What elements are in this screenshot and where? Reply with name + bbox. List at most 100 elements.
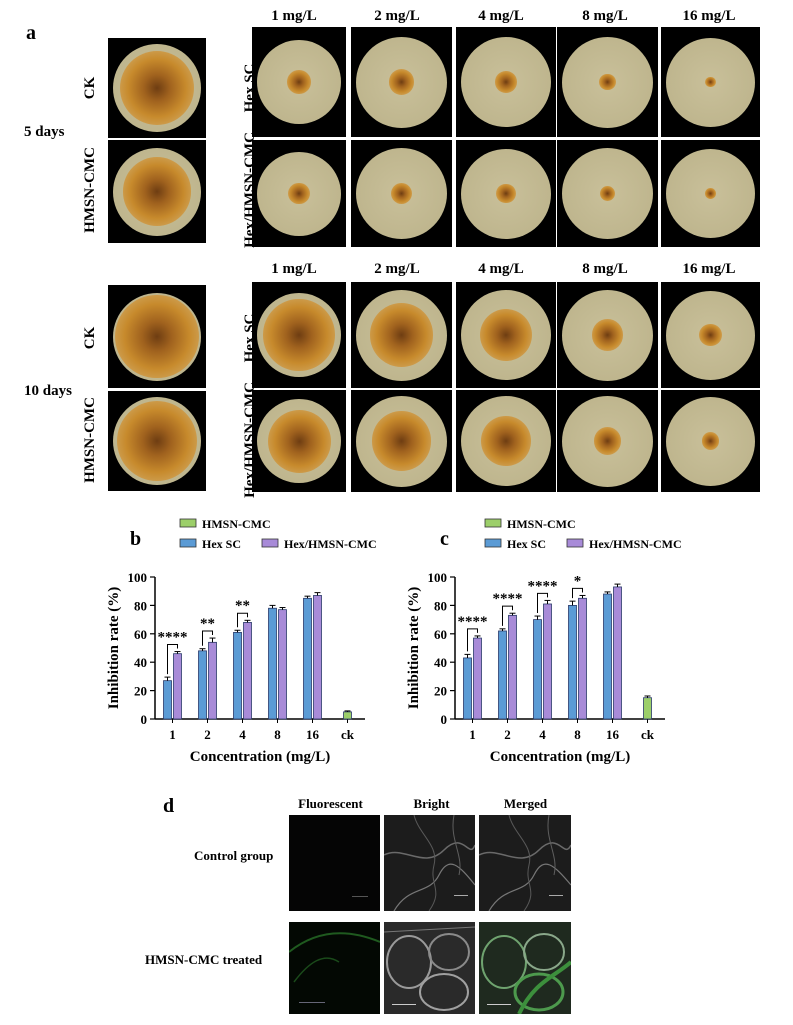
micrograph-control-merged	[479, 815, 571, 911]
x-tick-label: 4	[239, 727, 246, 742]
plate-hexsc-day10-3	[456, 282, 556, 388]
bar-c-1-4	[603, 593, 612, 720]
significance-bracket	[572, 587, 583, 599]
plate-hexsc-day10-1	[252, 282, 346, 388]
bar-b-2-1	[208, 641, 217, 720]
plate-hexsc-day5-1	[252, 27, 346, 137]
significance-label: ****	[158, 629, 188, 645]
plate-hexhmsn-day5-5	[661, 140, 760, 247]
legend-swatch-3	[566, 538, 584, 548]
row-label-ck-day5: CK	[82, 76, 98, 100]
x-tick-label: ck	[341, 727, 355, 742]
concentration-label-day10-1: 1 mg/L	[271, 261, 317, 277]
time-label-10-days: 10 days	[24, 383, 72, 399]
plate-hmsn-day5	[108, 140, 206, 243]
row-label-hmsn-day10: HMSN-CMC	[82, 397, 98, 483]
plate-hexsc-day5-4	[557, 27, 658, 137]
bar-c-0-5	[643, 697, 652, 720]
panel-a-letter: a	[26, 22, 36, 44]
legend-swatch-2	[484, 538, 502, 548]
plate-hexhmsn-day10-1	[252, 390, 346, 492]
legend-swatch-3	[261, 538, 279, 548]
chart-c: c HMSN-CMC Hex SC Hex/HMSN-CMC 0 20 40 60 80 100 I…	[406, 517, 682, 765]
bar-c-2-3	[578, 597, 587, 720]
plate-ck-day10	[108, 285, 206, 388]
significance-bracket	[237, 612, 248, 628]
concentration-label-day10-5: 16 mg/L	[682, 261, 736, 277]
plate-hmsn-day10	[108, 391, 206, 491]
bar-c-2-0	[473, 637, 482, 720]
plate-hexhmsn-day5-3	[456, 140, 556, 247]
bar-c-2-2	[543, 603, 552, 720]
concentration-label-day10-4: 8 mg/L	[582, 261, 628, 277]
y-tick-label: 60	[434, 627, 447, 642]
x-tick-label: 1	[469, 727, 476, 742]
column-label-bright: Bright	[413, 796, 450, 811]
bar-b-1-1	[198, 650, 207, 720]
x-tick-label: 4	[539, 727, 546, 742]
y-tick-label: 0	[441, 712, 448, 727]
row-label-ck-day10: CK	[82, 326, 98, 350]
significance-bracket	[202, 630, 213, 646]
y-tick-label: 80	[134, 598, 147, 613]
y-tick-label: 20	[434, 684, 447, 699]
legend-swatch-2	[179, 538, 197, 548]
concentration-label-day5-1: 1 mg/L	[271, 8, 317, 24]
concentration-label-day5-5: 16 mg/L	[682, 8, 736, 24]
legend-label-1: HMSN-CMC	[507, 517, 576, 531]
y-tick-label: 60	[134, 627, 147, 642]
time-label-5-days: 5 days	[24, 124, 65, 140]
concentration-label-day5-4: 8 mg/L	[582, 8, 628, 24]
significance-bracket	[502, 605, 513, 626]
bar-b-0-5	[343, 711, 352, 720]
x-tick-label: 1	[169, 727, 176, 742]
plate-hexhmsn-day10-5	[661, 390, 760, 492]
y-tick-label: 20	[134, 684, 147, 699]
significance-label: *	[574, 573, 582, 589]
bar-c-1-3	[568, 605, 577, 720]
bar-c-1-0	[463, 657, 472, 720]
plate-hexhmsn-day10-4	[557, 390, 658, 492]
significance-bracket	[467, 628, 478, 652]
micrograph-treated-bright	[384, 922, 475, 1014]
significance-bracket	[537, 592, 548, 614]
bar-b-1-2	[233, 631, 242, 720]
bar-b-2-2	[243, 622, 252, 720]
bar-b-1-0	[163, 680, 172, 720]
plate-hexhmsn-day5-1	[252, 140, 346, 247]
bar-b-2-4	[313, 595, 322, 720]
micrograph-control-fluorescent	[289, 815, 380, 911]
x-axis-label: Concentration (mg/L)	[490, 749, 630, 765]
legend-label-2: Hex SC	[202, 537, 241, 551]
y-tick-label: 80	[434, 598, 447, 613]
plate-hexsc-day5-2	[351, 27, 452, 137]
column-label-merged: Merged	[503, 796, 548, 811]
significance-label: ****	[458, 614, 488, 630]
significance-label: **	[235, 598, 250, 614]
y-axis-label: Inhibition rate (%)	[406, 587, 422, 710]
plate-hexsc-day10-4	[557, 282, 658, 388]
plate-hexhmsn-day5-4	[557, 140, 658, 247]
y-tick-label: 40	[134, 655, 147, 670]
legend-label-1: HMSN-CMC	[202, 517, 271, 531]
bar-c-2-1	[508, 614, 517, 720]
legend-swatch-1	[484, 518, 502, 528]
significance-bracket	[167, 643, 178, 675]
y-tick-label: 100	[128, 570, 148, 585]
plate-hexhmsn-day10-2	[351, 390, 452, 492]
x-axis-label: Concentration (mg/L)	[190, 749, 330, 765]
plate-ck-day5	[108, 38, 206, 138]
x-tick-label: 2	[504, 727, 511, 742]
x-tick-label: 8	[574, 727, 581, 742]
y-axis-label: Inhibition rate (%)	[106, 587, 122, 710]
bar-b-1-3	[268, 607, 277, 720]
significance-label: ****	[528, 578, 558, 594]
panel-d-letter: d	[163, 795, 175, 817]
row-label-control-group: Control group	[194, 848, 274, 863]
x-tick-label: 16	[606, 727, 620, 742]
plate-hexsc-day10-2	[351, 282, 452, 388]
chart-b: b HMSN-CMC Hex SC Hex/HMSN-CMC 0 20 40 60 80 100 I…	[106, 517, 377, 765]
bar-c-1-1	[498, 630, 507, 720]
significance-label: ****	[493, 591, 523, 607]
micrograph-treated-merged	[479, 922, 571, 1014]
